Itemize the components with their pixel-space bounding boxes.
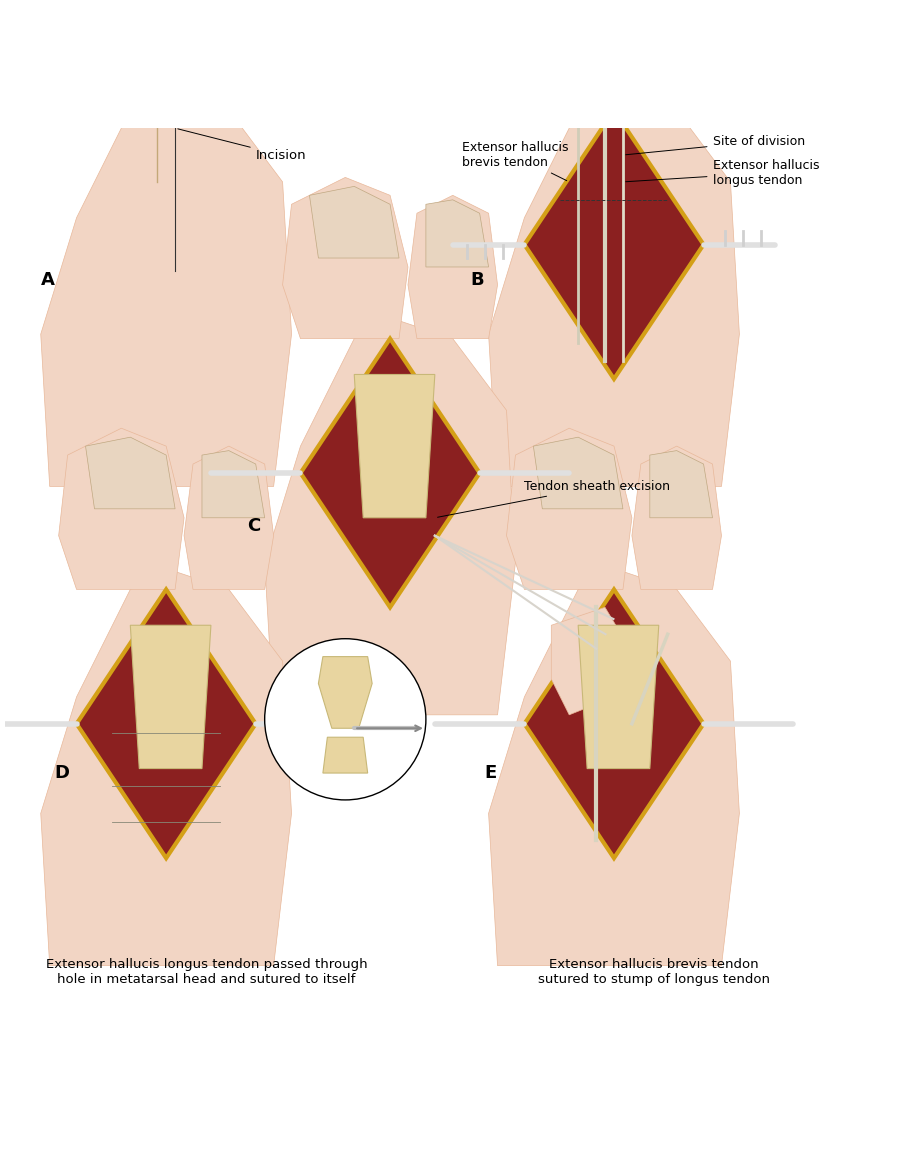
Polygon shape xyxy=(578,626,658,768)
Polygon shape xyxy=(489,92,740,486)
Text: A: A xyxy=(41,271,55,289)
Polygon shape xyxy=(632,446,722,590)
Polygon shape xyxy=(533,437,623,509)
Polygon shape xyxy=(130,21,166,92)
Text: Extensor hallucis
brevis tendon: Extensor hallucis brevis tendon xyxy=(462,141,568,181)
Text: D: D xyxy=(54,764,69,781)
Polygon shape xyxy=(533,0,623,30)
Polygon shape xyxy=(354,374,435,517)
Polygon shape xyxy=(59,429,184,590)
Polygon shape xyxy=(282,177,408,339)
Circle shape xyxy=(264,638,426,799)
Polygon shape xyxy=(86,437,175,509)
Text: E: E xyxy=(484,764,496,781)
Polygon shape xyxy=(489,571,740,965)
Polygon shape xyxy=(202,450,264,517)
Text: Extensor hallucis brevis tendon
sutured to stump of longus tendon: Extensor hallucis brevis tendon sutured … xyxy=(538,958,770,986)
Polygon shape xyxy=(184,0,273,111)
Polygon shape xyxy=(41,571,291,965)
Polygon shape xyxy=(323,737,368,773)
Polygon shape xyxy=(408,196,498,339)
Text: C: C xyxy=(247,517,260,536)
Text: Extensor hallucis longus tendon passed through
hole in metatarsal head and sutur: Extensor hallucis longus tendon passed t… xyxy=(46,958,367,986)
Polygon shape xyxy=(86,0,175,30)
Polygon shape xyxy=(524,590,704,858)
Polygon shape xyxy=(59,0,184,111)
Polygon shape xyxy=(77,590,255,858)
Text: Extensor hallucis
longus tendon: Extensor hallucis longus tendon xyxy=(626,159,819,187)
Polygon shape xyxy=(649,0,713,38)
Polygon shape xyxy=(632,0,722,111)
Polygon shape xyxy=(507,429,632,590)
Polygon shape xyxy=(300,339,480,607)
Polygon shape xyxy=(318,657,373,728)
Polygon shape xyxy=(264,320,515,715)
Text: B: B xyxy=(471,271,484,289)
Polygon shape xyxy=(507,0,632,111)
Polygon shape xyxy=(551,607,632,715)
Polygon shape xyxy=(202,0,264,38)
Polygon shape xyxy=(41,92,291,486)
Polygon shape xyxy=(649,450,713,517)
Polygon shape xyxy=(309,187,399,258)
Polygon shape xyxy=(130,626,211,768)
Text: Incision: Incision xyxy=(178,129,307,161)
Polygon shape xyxy=(426,199,489,267)
Text: Tendon sheath excision: Tendon sheath excision xyxy=(437,480,670,517)
Polygon shape xyxy=(184,446,273,590)
Text: Site of division: Site of division xyxy=(626,135,805,154)
Polygon shape xyxy=(524,111,704,379)
